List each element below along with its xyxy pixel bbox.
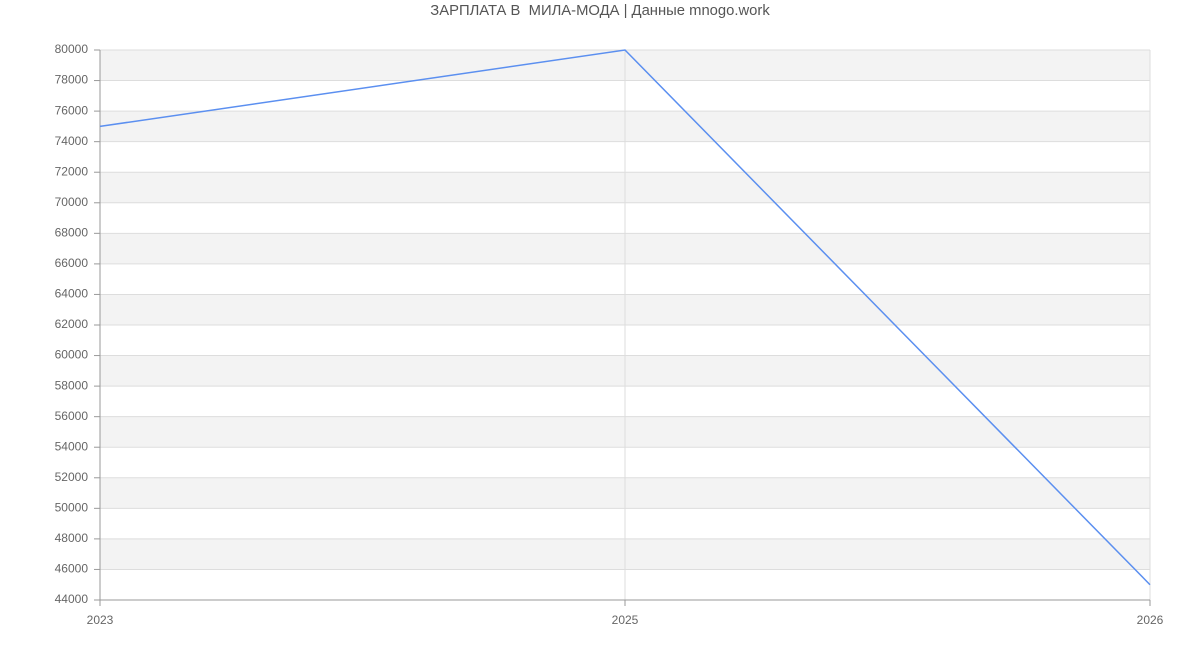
- svg-text:2026: 2026: [1137, 613, 1164, 627]
- svg-text:56000: 56000: [55, 409, 89, 423]
- svg-text:62000: 62000: [55, 317, 89, 331]
- svg-text:66000: 66000: [55, 256, 89, 270]
- svg-text:48000: 48000: [55, 531, 89, 545]
- svg-text:2025: 2025: [612, 613, 639, 627]
- svg-text:60000: 60000: [55, 348, 89, 362]
- svg-text:78000: 78000: [55, 73, 89, 87]
- svg-text:68000: 68000: [55, 226, 89, 240]
- svg-text:74000: 74000: [55, 134, 89, 148]
- svg-text:2023: 2023: [87, 613, 114, 627]
- svg-text:70000: 70000: [55, 195, 89, 209]
- svg-text:52000: 52000: [55, 470, 89, 484]
- svg-text:72000: 72000: [55, 164, 89, 178]
- svg-text:76000: 76000: [55, 103, 89, 117]
- svg-text:58000: 58000: [55, 378, 89, 392]
- svg-text:64000: 64000: [55, 287, 89, 301]
- svg-text:46000: 46000: [55, 562, 89, 576]
- svg-text:54000: 54000: [55, 439, 89, 453]
- svg-text:44000: 44000: [55, 592, 89, 606]
- svg-text:80000: 80000: [55, 42, 89, 56]
- svg-text:50000: 50000: [55, 501, 89, 515]
